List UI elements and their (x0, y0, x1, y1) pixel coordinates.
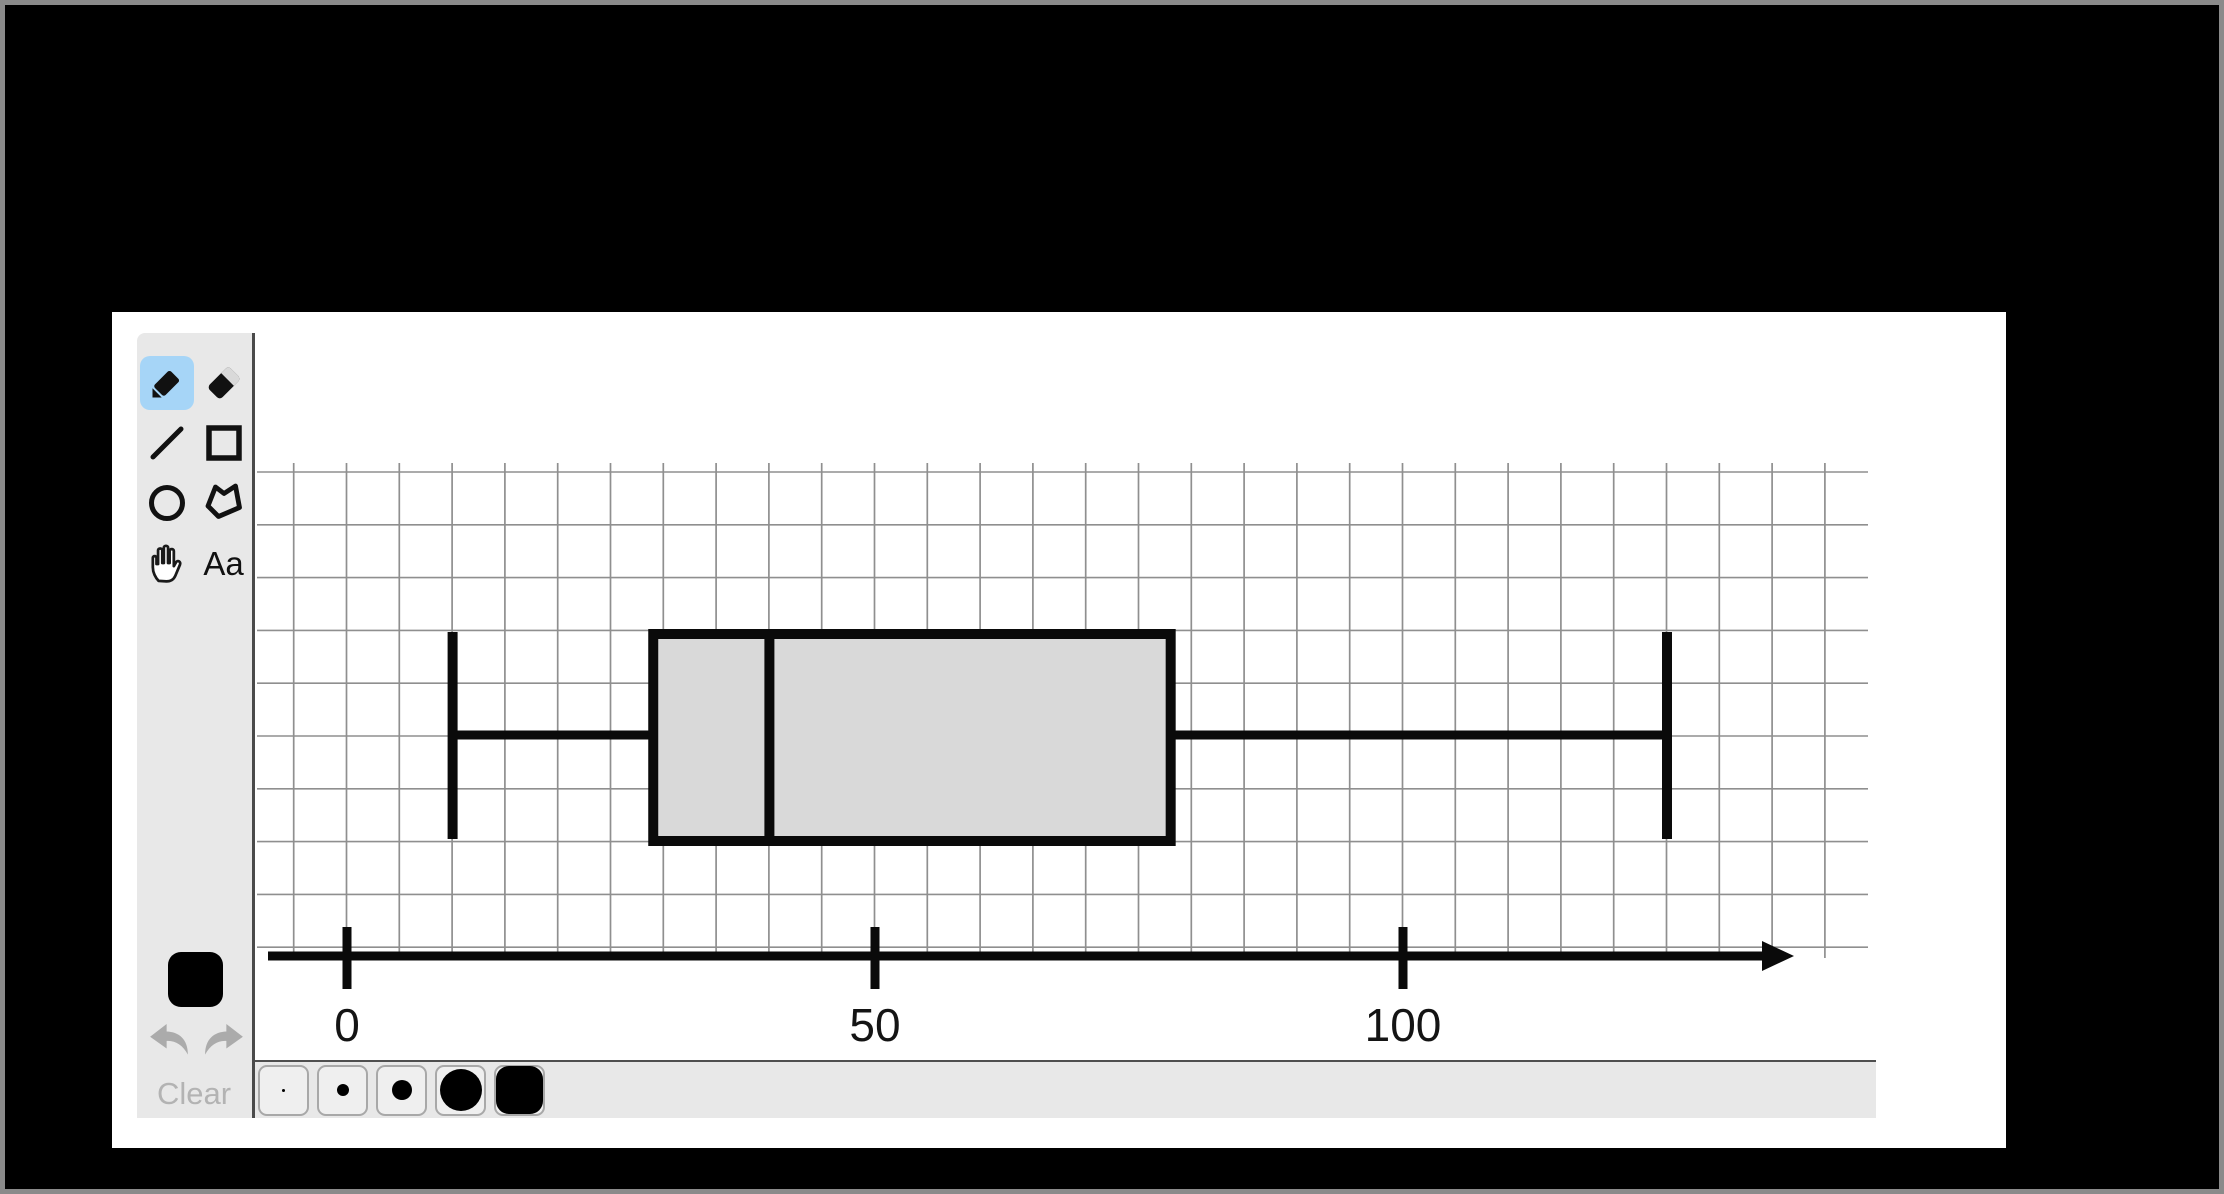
tool-pan[interactable] (140, 536, 194, 590)
drawing-canvas[interactable]: 0 50 100 (255, 312, 2006, 1060)
redo-button[interactable] (201, 1023, 247, 1057)
brush-size-bar (255, 1060, 1876, 1118)
brush-size-button-3[interactable] (376, 1064, 427, 1116)
tool-circle[interactable] (140, 476, 194, 530)
undo-icon (149, 1023, 188, 1055)
whiteboard-panel: Aa Clear (112, 312, 2006, 1148)
clear-button[interactable]: Clear (137, 1075, 251, 1113)
brush-dot-5 (496, 1066, 543, 1114)
tool-rectangle[interactable] (197, 416, 251, 470)
brush-dot-3 (391, 1080, 412, 1100)
tool-text[interactable]: Aa (197, 536, 251, 590)
drawing-toolbar: Aa Clear (137, 333, 255, 1118)
brush-size-button-2[interactable] (317, 1064, 368, 1116)
brush-size-button-5[interactable] (494, 1064, 545, 1116)
brush-dot-2 (336, 1084, 349, 1096)
polygon-icon (205, 483, 242, 519)
eraser-icon (208, 367, 239, 399)
brush-size-button-4[interactable] (435, 1064, 486, 1116)
history-controls (143, 1023, 249, 1057)
axis-arrow-icon (1762, 941, 1794, 971)
boxplot-figure (447, 629, 1672, 846)
brush-size-button-1[interactable] (258, 1064, 309, 1116)
color-swatch-black[interactable] (168, 952, 223, 1007)
tool-grid: Aa (137, 333, 252, 593)
brush-dot-1 (282, 1088, 285, 1092)
axis-tick-label: 100 (1365, 999, 1442, 1051)
circle-icon (148, 485, 185, 521)
undo-button[interactable] (146, 1023, 192, 1057)
line-icon (150, 426, 183, 460)
brush-dot-4 (439, 1069, 482, 1111)
tool-pencil[interactable] (139, 356, 194, 410)
pencil-icon (152, 370, 179, 398)
iqr-box (648, 629, 1176, 846)
tool-eraser[interactable] (197, 356, 251, 410)
axis-tick-label: 0 (334, 999, 360, 1051)
redo-icon (204, 1023, 243, 1055)
rectangle-icon (205, 425, 242, 461)
tool-polygon[interactable] (197, 476, 251, 530)
tool-line[interactable] (140, 416, 194, 470)
axis-tick-label: 50 (849, 999, 900, 1051)
text-tool-label: Aa (203, 544, 244, 582)
number-line: 0 50 100 (268, 927, 1794, 1051)
hand-icon (150, 544, 182, 583)
